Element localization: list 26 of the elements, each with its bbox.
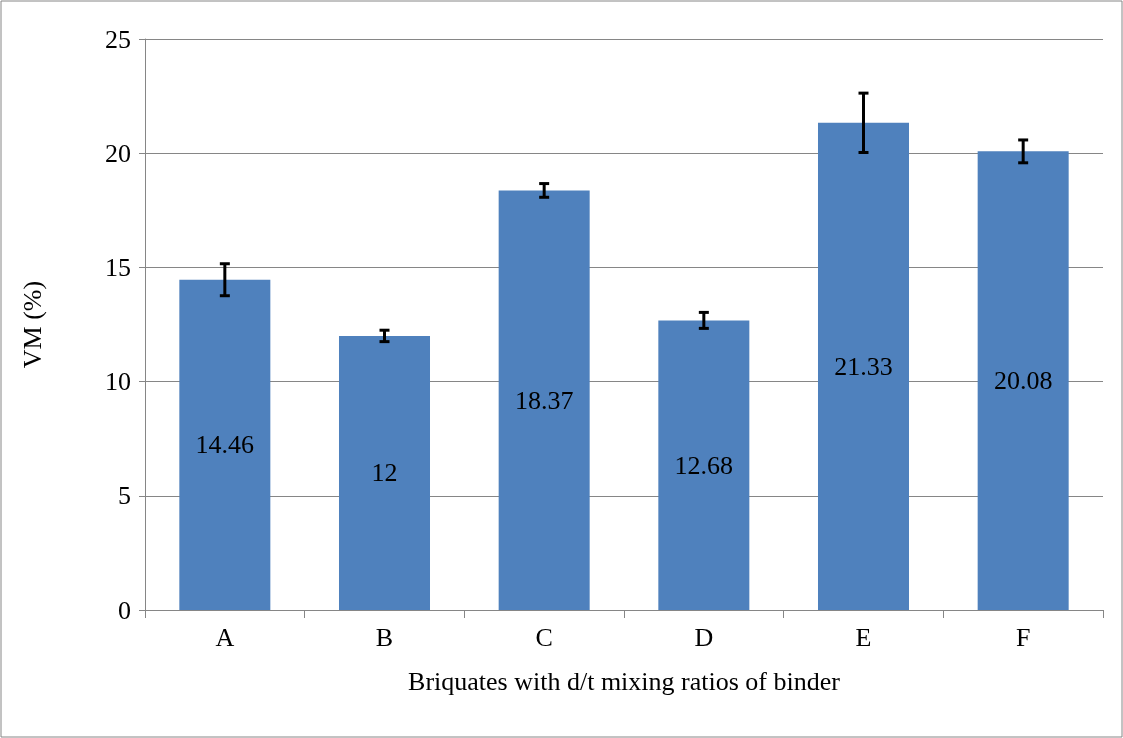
y-tick-label: 5: [118, 481, 131, 511]
y-tick-label: 25: [105, 24, 131, 54]
x-axis-title: Briquates with d/t mixing ratios of binder: [408, 666, 841, 696]
data-label: 18.37: [514, 385, 574, 415]
y-tick-label: 15: [105, 252, 131, 282]
bar: [658, 320, 750, 610]
data-label: 12: [371, 458, 398, 488]
y-axis-title: VM (%): [17, 280, 47, 369]
x-tick-label: F: [1015, 622, 1031, 652]
x-tick-label: D: [694, 622, 714, 652]
x-tick-label: C: [535, 622, 553, 652]
data-label: 20.08: [993, 366, 1053, 396]
y-tick-label: 20: [105, 138, 131, 168]
bar: [339, 335, 431, 610]
bar: [179, 279, 271, 610]
bar: [818, 122, 910, 610]
data-label: 14.46: [195, 430, 255, 460]
x-tick-label: A: [215, 622, 235, 652]
y-tick-label: 0: [118, 595, 131, 625]
bar: [498, 190, 590, 610]
bar: [977, 151, 1069, 610]
x-tick-label: B: [375, 622, 394, 652]
data-label: 21.33: [834, 351, 893, 381]
y-tick-label: 10: [105, 367, 131, 397]
data-label: 12.68: [674, 450, 734, 480]
x-tick-label: E: [855, 622, 872, 652]
